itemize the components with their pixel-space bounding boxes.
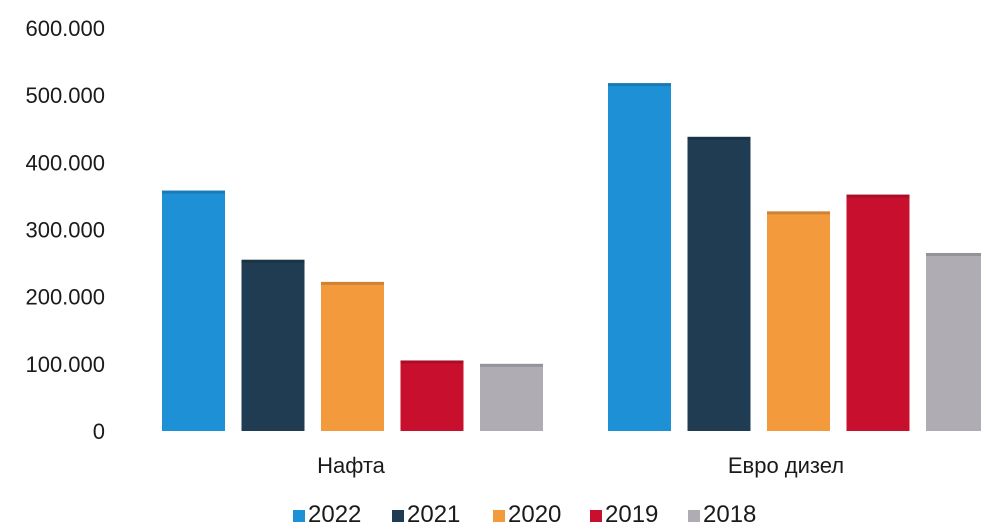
bar-2021-evro-dizel <box>687 136 751 431</box>
legend-label-2022: 2022 <box>308 501 361 528</box>
y-tick-label: 400.000 <box>25 150 105 175</box>
y-tick-label: 300.000 <box>25 218 105 243</box>
y-tick-label: 500.000 <box>25 83 105 108</box>
legend-label-2021: 2021 <box>407 501 460 528</box>
y-tick-label: 100.000 <box>25 352 105 377</box>
legend-label-2019: 2019 <box>605 501 658 528</box>
bar-2018-evro-dizel <box>926 253 981 431</box>
y-tick-label: 0 <box>93 419 105 444</box>
bar-top-edge <box>846 194 910 198</box>
bar-top-edge <box>241 259 305 263</box>
bar-2019-nafta <box>400 360 464 431</box>
bars <box>162 83 981 432</box>
legend-swatch-2022 <box>293 510 305 522</box>
bar-top-edge <box>926 253 981 257</box>
x-category-label: Нафта <box>317 453 386 478</box>
legend: 2022 2021 2020 2019 2018 <box>293 501 756 528</box>
bar-2020-nafta <box>321 281 384 431</box>
bar-top-edge <box>687 136 751 140</box>
legend-swatch-2019 <box>590 510 602 522</box>
bar-top-edge <box>321 281 384 285</box>
x-category-label: Евро дизел <box>728 453 844 478</box>
y-axis-ticks: 0 100.000 200.000 300.000 400.000 500.000 600.… <box>25 16 105 444</box>
bar-top-edge <box>608 83 671 87</box>
bar-top-edge <box>480 363 543 367</box>
bar-top-edge <box>400 360 464 364</box>
bar-2018-nafta <box>480 363 543 431</box>
bar-2021-nafta <box>241 259 305 431</box>
bar-2022-nafta <box>162 190 225 431</box>
bar-top-edge <box>767 211 830 215</box>
legend-label-2020: 2020 <box>508 501 561 528</box>
legend-swatch-2021 <box>392 510 404 522</box>
y-tick-label: 200.000 <box>25 285 105 310</box>
legend-label-2018: 2018 <box>703 501 756 528</box>
bar-top-edge <box>162 190 225 194</box>
x-axis-categories: Нафта Евро дизел <box>317 453 844 478</box>
legend-swatch-2018 <box>688 510 700 522</box>
legend-swatch-2020 <box>493 510 505 522</box>
y-tick-label: 600.000 <box>25 16 105 41</box>
bar-2019-evro-dizel <box>846 194 910 431</box>
bar-2020-evro-dizel <box>767 211 830 431</box>
bar-2022-evro-dizel <box>608 83 671 432</box>
